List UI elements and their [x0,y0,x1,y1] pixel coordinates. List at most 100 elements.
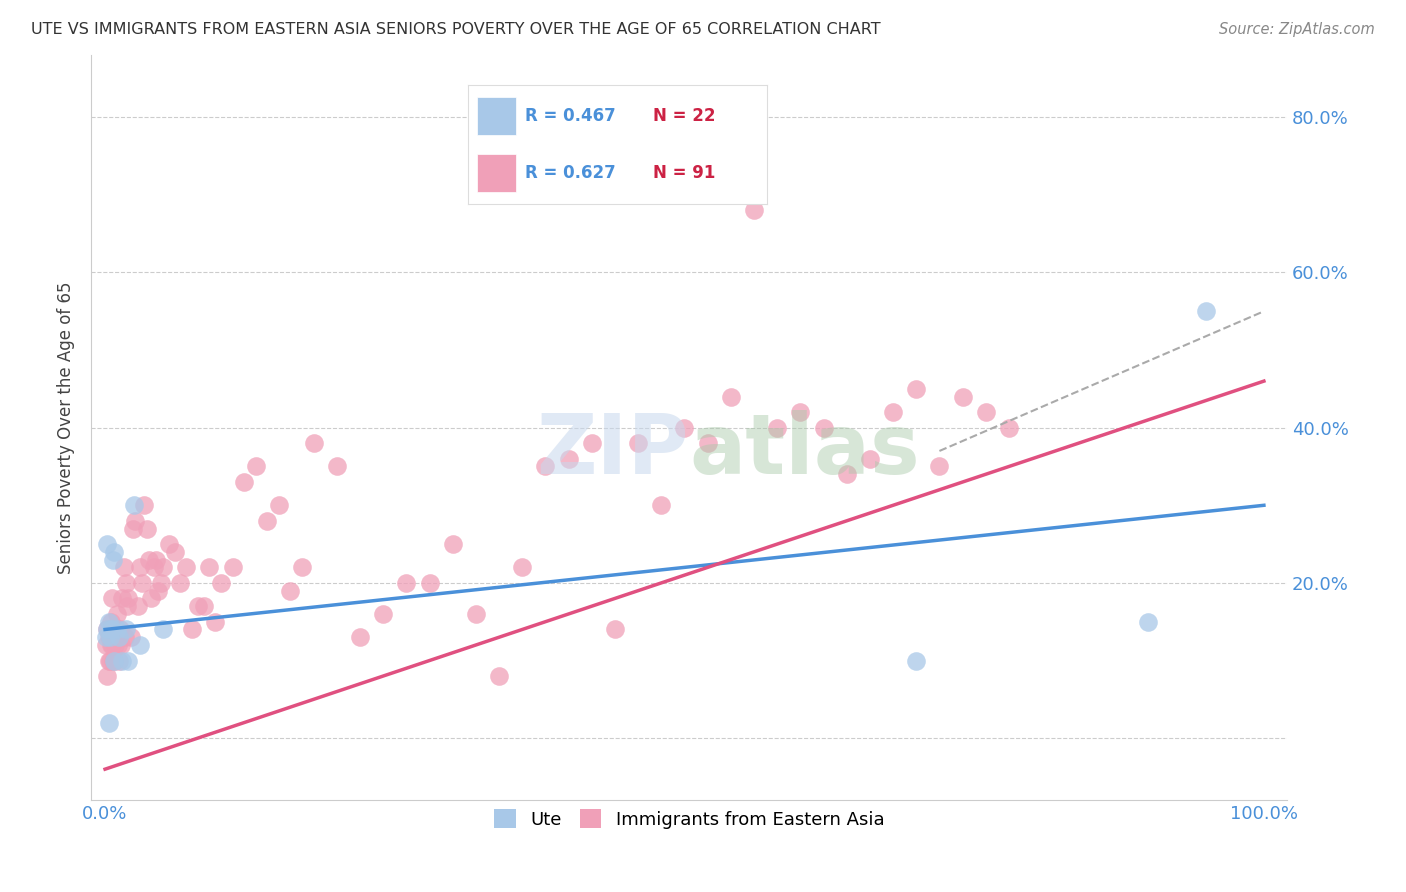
Point [105,607,128,621]
Point [97,615,120,629]
Point [108,630,131,644]
Point [441,537,464,551]
Point [193,599,215,614]
Point [152,623,174,637]
Point [905,382,928,396]
Point [114,630,136,644]
Point [142,560,165,574]
Point [96,623,118,637]
Point [326,459,349,474]
Point [813,420,835,434]
Point [110,638,132,652]
Point [174,560,197,574]
Point [905,653,928,667]
Point [233,475,256,489]
Point [103,545,125,559]
Point [1137,615,1160,629]
Text: UTE VS IMMIGRANTS FROM EASTERN ASIA SENIORS POVERTY OVER THE AGE OF 65 CORRELATI: UTE VS IMMIGRANTS FROM EASTERN ASIA SENI… [31,22,880,37]
Point [128,638,150,652]
Point [97,653,120,667]
Point [163,545,186,559]
Point [766,420,789,434]
Point [557,451,579,466]
Point [111,653,134,667]
Point [952,390,974,404]
Point [97,630,120,644]
Point [673,420,696,434]
Point [96,630,118,644]
Point [789,405,811,419]
Y-axis label: Seniors Poverty Over the Age of 65: Seniors Poverty Over the Age of 65 [58,282,75,574]
Point [105,630,128,644]
Point [134,498,156,512]
Point [148,583,170,598]
Point [101,630,124,644]
Point [510,560,533,574]
Point [534,459,557,474]
Point [108,653,131,667]
Point [122,522,145,536]
Point [117,653,139,667]
Point [882,405,904,419]
Point [209,575,232,590]
Point [138,552,160,566]
Point [96,623,118,637]
Point [141,591,163,606]
Point [742,203,765,218]
Point [488,669,510,683]
Text: ZIP: ZIP [537,409,689,491]
Point [135,522,157,536]
Point [124,514,146,528]
Point [198,560,221,574]
Point [101,653,124,667]
Point [115,623,138,637]
Point [998,420,1021,434]
Point [104,638,127,652]
Point [603,623,626,637]
Point [105,623,128,637]
Point [157,537,180,551]
Point [127,599,149,614]
Point [974,405,997,419]
Point [181,623,204,637]
Point [581,436,603,450]
Point [122,498,145,512]
Point [100,623,122,637]
Point [101,623,124,637]
Point [101,638,124,652]
Text: Source: ZipAtlas.com: Source: ZipAtlas.com [1219,22,1375,37]
Point [627,436,650,450]
Point [97,715,120,730]
Point [103,630,125,644]
Point [928,459,950,474]
Point [103,653,125,667]
Point [835,467,858,482]
Point [128,560,150,574]
Point [696,436,718,450]
Point [101,591,124,606]
Point [103,653,125,667]
Point [169,575,191,590]
Point [98,653,121,667]
Point [120,630,142,644]
Point [112,560,135,574]
Point [373,607,395,621]
Point [204,615,226,629]
Point [107,638,129,652]
Legend: Ute, Immigrants from Eastern Asia: Ute, Immigrants from Eastern Asia [486,802,891,836]
Point [291,560,314,574]
Point [98,630,121,644]
Point [115,599,138,614]
Point [302,436,325,450]
Point [111,591,134,606]
Point [115,575,138,590]
Point [96,669,118,683]
Point [101,552,124,566]
Point [280,583,302,598]
Point [650,498,672,512]
Point [720,390,742,404]
Point [245,459,267,474]
Point [96,537,118,551]
Point [349,630,371,644]
Point [256,514,278,528]
